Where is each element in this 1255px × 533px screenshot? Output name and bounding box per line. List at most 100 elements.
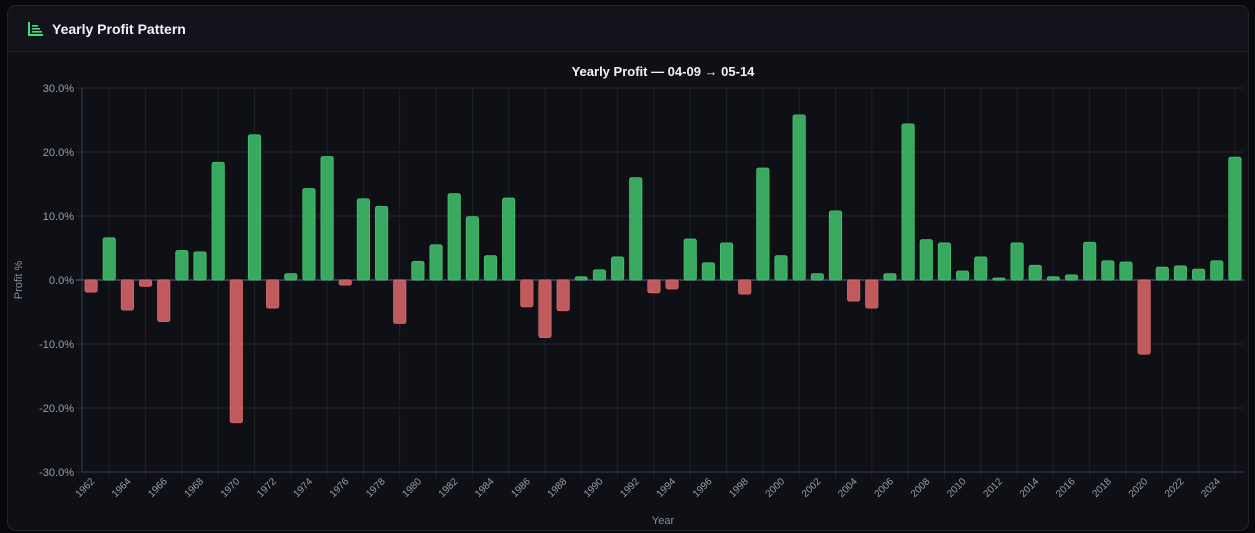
bar-1982 [447, 193, 461, 281]
bar-1990 [592, 269, 607, 281]
x-tick-label: 1966 [146, 476, 170, 500]
x-tick-label: 2012 [982, 476, 1006, 500]
bar-2023 [1192, 268, 1206, 281]
bar-1970 [229, 279, 243, 424]
bar-1979 [393, 279, 407, 324]
bar-1966 [157, 279, 171, 322]
x-tick-label: 1990 [582, 476, 606, 500]
x-tick-label: 2004 [836, 476, 860, 500]
bar-2019 [1119, 261, 1133, 281]
y-tick-label: 10.0% [43, 211, 74, 223]
x-tick-label: 1984 [473, 476, 497, 500]
bar-1992 [629, 177, 643, 281]
bar-1998 [738, 279, 752, 295]
panel-header: Yearly Profit Pattern [8, 6, 1248, 52]
bar-2005 [865, 279, 879, 309]
bar-1967 [175, 250, 189, 281]
bar-1977 [356, 198, 370, 281]
x-tick-label: 1968 [183, 476, 207, 500]
x-tick-label: 1976 [328, 476, 352, 500]
bar-2011 [974, 256, 988, 281]
bar-1981 [429, 244, 443, 281]
bar-2001 [792, 114, 806, 281]
bar-2017 [1083, 241, 1097, 281]
bar-1968 [193, 251, 207, 281]
bar-1989 [574, 276, 588, 281]
bar-2025 [1228, 156, 1242, 281]
bar-1980 [411, 261, 425, 281]
x-tick-label: 2008 [909, 476, 933, 500]
bar-2021 [1155, 266, 1169, 281]
x-tick-label: 2010 [945, 476, 969, 500]
bar-1971 [247, 134, 262, 281]
x-tick-label: 1970 [219, 476, 243, 500]
bar-1999 [756, 167, 770, 281]
bar-2003 [828, 210, 843, 281]
profit-bar-chart: Yearly Profit — 04-09 → 05-14 30.0% 20.0% 1… [13, 64, 1244, 527]
bar-1985 [502, 197, 516, 281]
bar-1965 [138, 279, 153, 287]
panel-title: Yearly Profit Pattern [52, 20, 186, 37]
x-tick-label: 2024 [1199, 476, 1223, 500]
x-tick-label: 2016 [1054, 476, 1078, 500]
x-tick-label: 2014 [1018, 476, 1042, 500]
bar-1973 [284, 273, 298, 281]
x-tick-label: 1982 [437, 476, 461, 500]
x-tick-label: 1998 [727, 476, 751, 500]
bar-2009 [937, 242, 951, 281]
bar-1975 [320, 156, 334, 281]
bar-2002 [810, 273, 824, 281]
x-tick-label: 1992 [618, 476, 642, 500]
bar-2013 [1010, 242, 1024, 281]
bar-2015 [1046, 276, 1060, 281]
x-tick-label: 1972 [255, 476, 279, 500]
bar-2000 [774, 255, 788, 281]
y-tick-label: -20.0% [39, 403, 74, 415]
chart-title: Yearly Profit — 04-09 → 05-14 [572, 64, 756, 79]
y-tick-label: 20.0% [43, 147, 74, 159]
bar-1991 [611, 256, 625, 281]
bar-1972 [266, 279, 280, 309]
y-tick-label: 30.0% [43, 83, 74, 95]
y-tick-label: -10.0% [39, 339, 74, 351]
bar-2024 [1210, 260, 1224, 281]
x-axis-title: Year [652, 515, 675, 527]
bar-1974 [302, 188, 316, 281]
bar-1993 [647, 279, 661, 294]
x-tick-label: 1996 [691, 476, 715, 500]
x-tick-label: 1964 [110, 476, 134, 500]
yearly-profit-panel: Yearly Profit Pattern Yearly Profit — 04… [7, 5, 1249, 531]
y-tick-label: 0.0% [49, 275, 74, 287]
x-tick-label: 1974 [292, 476, 316, 500]
y-tick-label: -30.0% [39, 467, 74, 479]
x-tick-label: 2018 [1090, 476, 1114, 500]
x-tick-label: 1962 [74, 476, 98, 500]
x-tick-label: 1986 [509, 476, 533, 500]
bar-2012 [992, 277, 1006, 281]
bar-1996 [701, 262, 715, 281]
bar-1994 [665, 279, 679, 290]
x-tick-label: 1994 [655, 476, 679, 500]
x-tick-label: 1988 [546, 476, 570, 500]
bar-2014 [1028, 264, 1042, 281]
bar-1969 [211, 161, 225, 281]
bar-1997 [719, 242, 734, 281]
bar-2007 [901, 123, 915, 281]
bar-2018 [1101, 260, 1115, 281]
bar-1983 [465, 216, 479, 281]
bar-1962 [84, 279, 98, 293]
bar-2016 [1064, 274, 1079, 281]
bar-1964 [120, 279, 134, 311]
bar-1987 [538, 279, 552, 338]
x-tick-label: 1980 [401, 476, 425, 500]
bar-2006 [883, 273, 897, 281]
bar-1986 [520, 279, 534, 308]
x-tick-label: 2006 [873, 476, 897, 500]
bar-1978 [375, 205, 389, 281]
bar-chart-icon [28, 21, 43, 36]
bar-1963 [102, 237, 116, 281]
bar-1995 [683, 238, 697, 281]
x-tick-label: 2020 [1127, 476, 1151, 500]
x-tick-label: 2022 [1163, 476, 1187, 500]
bar-2022 [1173, 265, 1188, 281]
